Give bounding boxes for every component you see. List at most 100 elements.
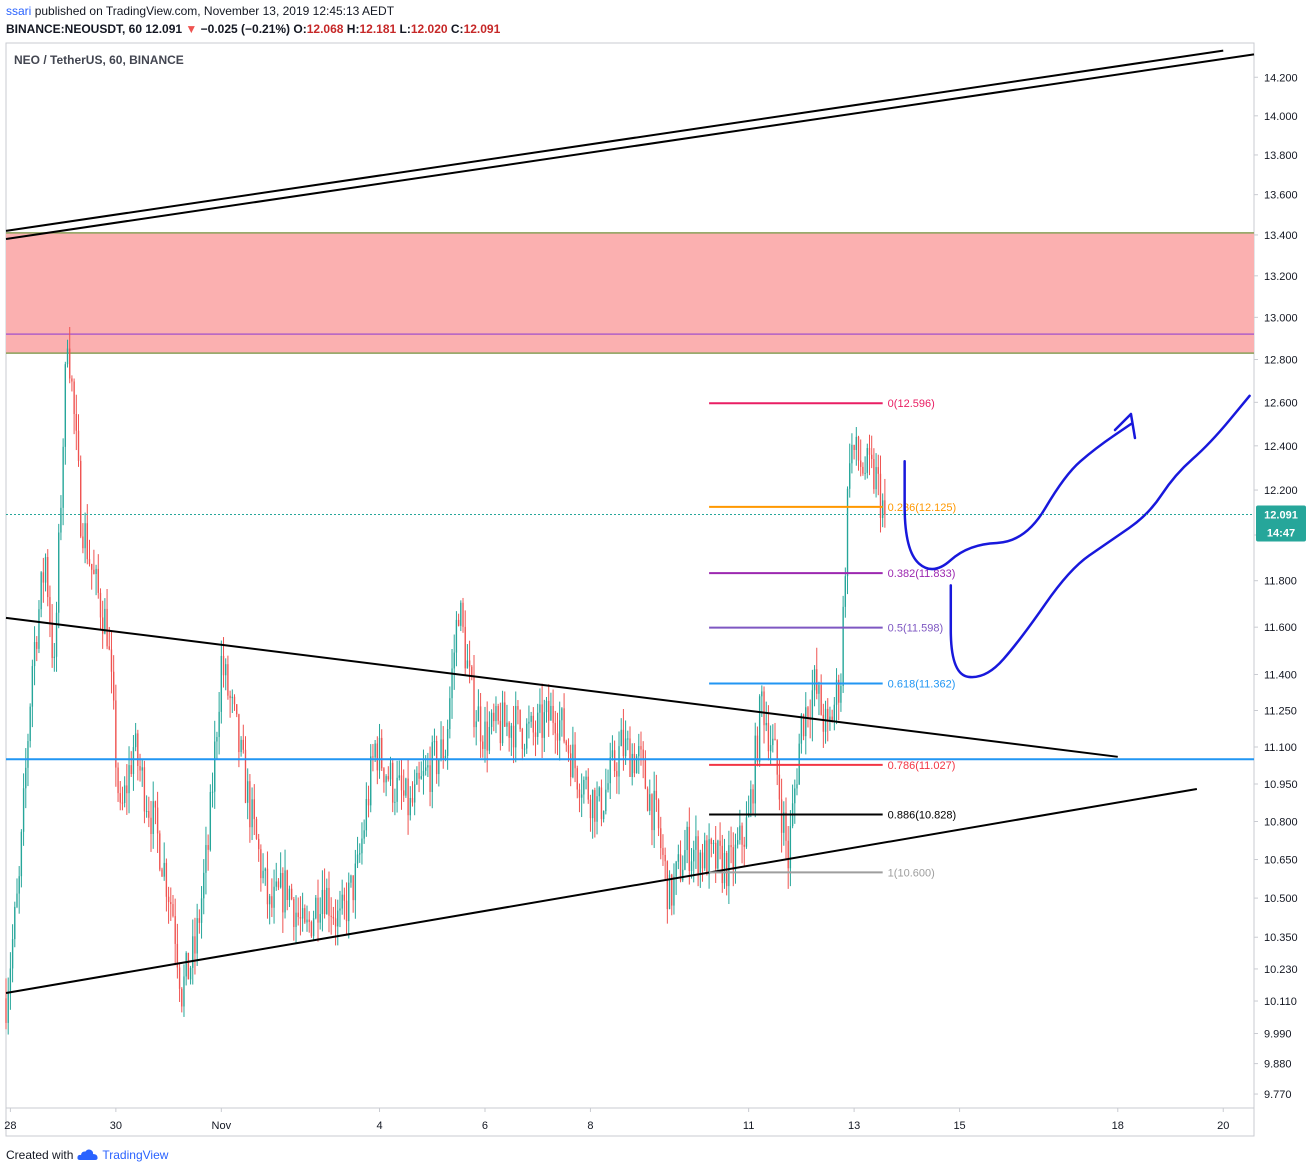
candle (231, 689, 233, 713)
candle (468, 640, 471, 684)
candle (616, 762, 618, 794)
candle (618, 731, 620, 795)
price-tick-label: 10.110 (1264, 996, 1297, 1008)
candle-body (64, 364, 67, 447)
candle (515, 691, 517, 763)
candle-body (225, 664, 227, 676)
candle-body (455, 619, 458, 653)
candle-body (482, 741, 484, 749)
candle (163, 842, 165, 881)
candle-body (530, 715, 532, 722)
candle-body (539, 704, 541, 713)
candle-body (255, 818, 258, 839)
candle (695, 815, 697, 869)
candle-body (741, 825, 743, 845)
candle (71, 375, 73, 392)
candle (635, 754, 638, 774)
candle (728, 830, 730, 904)
candle (268, 893, 271, 925)
candle-body (27, 741, 29, 768)
candle-body (802, 714, 805, 737)
candle-body (732, 847, 734, 870)
candle (767, 705, 770, 761)
candle-body (9, 968, 12, 994)
candle-body (407, 778, 409, 816)
candle-body (141, 767, 143, 771)
candle-body (134, 733, 137, 748)
candle-body (71, 378, 73, 382)
candle-body (644, 758, 647, 789)
candle (723, 838, 726, 889)
candle-body (429, 765, 431, 792)
candle (655, 774, 658, 812)
candle (829, 706, 831, 731)
price-axis[interactable]: 14.200 14.000 13.800 13.600 13.400 13.200 13.0… (1254, 72, 1298, 1101)
candle (356, 836, 359, 869)
candle (218, 692, 220, 755)
candle-body (367, 799, 370, 806)
candle-body (424, 767, 427, 771)
candle-body (506, 722, 508, 727)
candle (807, 706, 809, 728)
candle (350, 874, 352, 888)
candle-body (194, 936, 196, 954)
candle-body (75, 414, 77, 431)
candle-body (86, 523, 88, 560)
candle (519, 709, 521, 732)
candle (422, 749, 425, 795)
candle (181, 987, 183, 1013)
candle-body (236, 704, 238, 715)
candle-body (783, 812, 785, 833)
candle-body (611, 750, 614, 758)
candle-body (359, 853, 361, 855)
candle (66, 339, 69, 368)
candle (260, 844, 262, 892)
candle (86, 504, 88, 565)
candle (530, 711, 532, 728)
candle-body (877, 467, 879, 474)
candle-body (512, 725, 515, 748)
candle (653, 771, 655, 848)
high-label: H: (346, 22, 360, 36)
candle (710, 837, 712, 858)
candle (167, 886, 170, 924)
candle-body (110, 649, 113, 672)
author-link[interactable]: ssari (6, 4, 32, 18)
price-tick-label: 14.000 (1264, 111, 1298, 123)
candle-body (422, 770, 425, 777)
tradingview-logo[interactable]: TradingView (77, 1148, 168, 1162)
candle-body (754, 735, 756, 804)
time-tick-label: 11 (743, 1120, 754, 1132)
projection-drawings (903, 394, 1251, 679)
candle (624, 720, 627, 765)
candle-body (352, 875, 354, 901)
candle-body (462, 602, 464, 627)
candle (225, 658, 227, 691)
candle (247, 768, 249, 820)
candle-body (273, 886, 275, 908)
candle-body (350, 875, 352, 883)
candle (752, 784, 754, 814)
candle (308, 911, 310, 933)
candle (145, 795, 148, 818)
candle-body (411, 798, 414, 803)
footer: Created with TradingView (6, 1148, 168, 1162)
candle (31, 659, 34, 728)
fib-level-label: 0.382(11.833) (888, 568, 956, 580)
candle (409, 786, 411, 821)
candle-body (266, 868, 269, 905)
candle (400, 759, 403, 810)
candle (20, 829, 23, 888)
projection-path-short (903, 422, 1133, 571)
time-axis[interactable]: 28 30 Nov 4 6 8 11 13 15 18 20 (4, 1108, 1229, 1132)
candle (99, 588, 102, 630)
candle (286, 869, 288, 911)
candle-body (130, 765, 132, 775)
candle (548, 684, 550, 737)
candle-body (205, 845, 207, 873)
candle (479, 693, 482, 758)
candle-body (613, 750, 616, 772)
candle-body (152, 801, 154, 834)
candle (424, 755, 427, 776)
